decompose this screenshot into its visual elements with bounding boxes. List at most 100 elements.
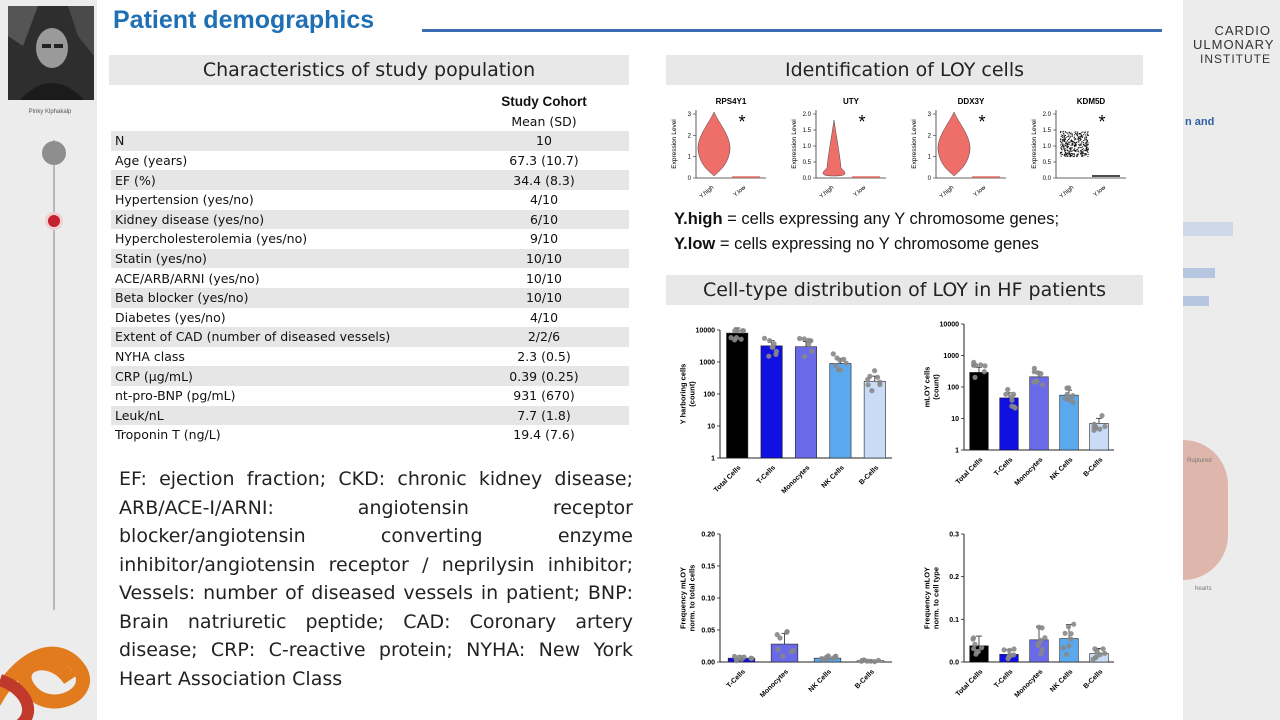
data-point bbox=[1066, 152, 1068, 154]
row-label: Diabetes (yes/no) bbox=[115, 309, 226, 325]
row-label: Troponin T (ng/L) bbox=[115, 427, 221, 443]
data-point bbox=[797, 335, 803, 342]
y-tick-label: 0.5 bbox=[1043, 160, 1052, 166]
row-label: Hypertension (yes/no) bbox=[115, 192, 254, 208]
y-tick-label: 100 bbox=[947, 385, 959, 392]
data-point bbox=[1071, 150, 1073, 152]
x-tick-label: Y.high bbox=[1059, 185, 1075, 200]
data-point bbox=[1069, 155, 1071, 157]
y-tick-label: 0 bbox=[688, 176, 692, 182]
data-point bbox=[1073, 136, 1075, 138]
data-point bbox=[1031, 365, 1037, 371]
data-point bbox=[868, 658, 874, 664]
data-point bbox=[1087, 149, 1089, 151]
data-point bbox=[1066, 153, 1068, 155]
data-point bbox=[1070, 148, 1072, 150]
data-point bbox=[1066, 145, 1068, 147]
data-point bbox=[1071, 134, 1073, 135]
data-point bbox=[1069, 153, 1071, 155]
table-row: Statin (yes/no) 10/10 bbox=[111, 248, 629, 269]
data-point bbox=[1066, 155, 1067, 157]
data-point bbox=[1076, 154, 1078, 156]
data-point bbox=[1072, 143, 1074, 145]
violin-chart: DDX3Y 0 1 2 3 Expression Level Y.high Y.low * bbox=[911, 97, 1006, 200]
data-point bbox=[1083, 155, 1085, 157]
data-point bbox=[1078, 144, 1080, 145]
x-tick-label: Total Cells bbox=[955, 456, 985, 486]
data-point bbox=[1075, 144, 1076, 146]
data-point bbox=[1081, 137, 1083, 138]
data-point bbox=[1061, 142, 1063, 144]
data-point bbox=[1075, 134, 1077, 136]
data-point bbox=[832, 362, 839, 369]
data-point bbox=[1086, 147, 1087, 149]
data-point bbox=[1073, 149, 1075, 151]
row-label: Statin (yes/no) bbox=[111, 248, 459, 269]
data-point bbox=[1062, 143, 1064, 145]
data-point bbox=[790, 647, 796, 653]
data-point bbox=[1040, 382, 1046, 388]
data-point bbox=[1065, 153, 1066, 155]
data-point bbox=[970, 636, 976, 642]
data-point bbox=[1085, 142, 1087, 144]
row-value: 6/10 bbox=[459, 209, 629, 230]
data-point bbox=[1064, 140, 1065, 142]
row-value: 0.39 (0.25) bbox=[459, 366, 629, 386]
data-point bbox=[1060, 155, 1062, 157]
data-point bbox=[1069, 151, 1071, 153]
data-point bbox=[1085, 153, 1087, 155]
data-point bbox=[1066, 155, 1068, 157]
y-axis-label: norm. to cell type bbox=[932, 567, 941, 629]
y-tick-label: 1.0 bbox=[803, 144, 812, 150]
data-point bbox=[1088, 148, 1089, 150]
data-point bbox=[1060, 131, 1062, 132]
data-point bbox=[1063, 137, 1065, 139]
data-point bbox=[1068, 636, 1074, 642]
data-point bbox=[749, 655, 755, 661]
data-point bbox=[1080, 150, 1082, 151]
data-point bbox=[1086, 149, 1088, 151]
x-tick-label: NK Cells bbox=[808, 668, 833, 693]
data-point bbox=[1061, 140, 1063, 142]
data-point bbox=[1087, 131, 1089, 133]
data-point bbox=[1081, 149, 1083, 151]
y-axis-label: mLOY cells bbox=[923, 367, 932, 408]
data-point bbox=[802, 353, 808, 360]
data-point bbox=[1085, 145, 1087, 147]
data-point bbox=[784, 629, 790, 635]
data-point bbox=[801, 336, 807, 342]
x-tick-label: B-Cells bbox=[854, 668, 876, 690]
data-point bbox=[780, 653, 786, 659]
data-point bbox=[1086, 150, 1088, 152]
data-point bbox=[1069, 394, 1075, 400]
data-point bbox=[1076, 156, 1078, 157]
data-point bbox=[1038, 637, 1044, 643]
timeline-marker-active[interactable] bbox=[45, 212, 63, 230]
data-point bbox=[1069, 147, 1071, 149]
table-row: EF (%) 34.4 (8.3) bbox=[111, 170, 629, 190]
timeline-marker[interactable] bbox=[42, 141, 66, 165]
data-point bbox=[1073, 141, 1075, 143]
data-point bbox=[1062, 146, 1064, 148]
data-point bbox=[1072, 144, 1074, 146]
data-point bbox=[1071, 143, 1073, 145]
data-point bbox=[1074, 151, 1076, 152]
data-point bbox=[734, 328, 741, 334]
data-point bbox=[1069, 154, 1071, 156]
data-point bbox=[1102, 423, 1108, 430]
data-point bbox=[1076, 138, 1078, 140]
data-point bbox=[1080, 154, 1082, 156]
y-tick-label: 10000 bbox=[940, 322, 960, 329]
data-point bbox=[971, 362, 977, 368]
x-tick-label: Total Cells bbox=[955, 668, 985, 698]
data-point bbox=[1077, 150, 1079, 152]
data-point bbox=[1081, 151, 1083, 153]
y-axis-label: Frequency mLOY bbox=[923, 567, 932, 629]
data-point bbox=[1073, 149, 1075, 151]
data-point bbox=[1005, 655, 1011, 661]
data-point bbox=[858, 658, 864, 664]
data-point bbox=[1077, 153, 1079, 155]
data-point bbox=[1087, 135, 1089, 136]
